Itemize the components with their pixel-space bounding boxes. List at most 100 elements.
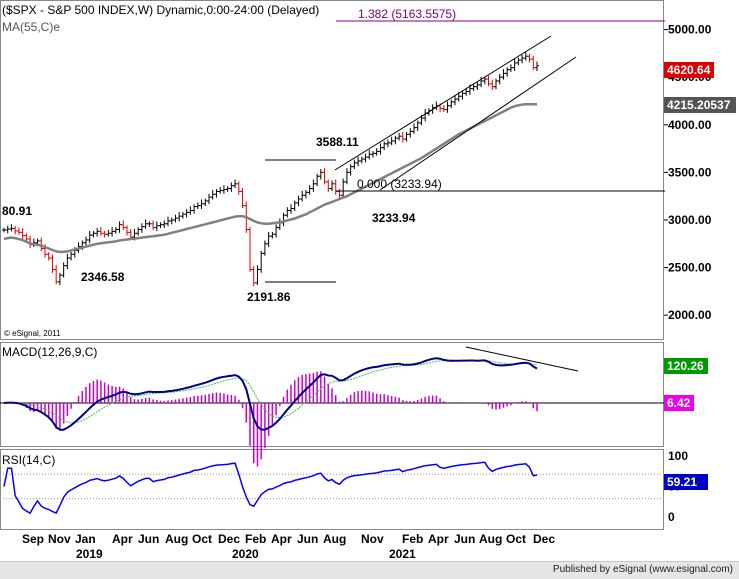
price-bar — [348, 164, 353, 176]
price-bar — [24, 233, 29, 242]
price-bar — [180, 211, 185, 219]
price-bar — [523, 51, 528, 61]
price-bar — [512, 58, 517, 72]
macd-hist-label: 6.42 — [667, 396, 691, 410]
price-bar — [330, 180, 334, 191]
annotation-2346: 2346.58 — [81, 270, 125, 284]
annotation-3233: 3233.94 — [372, 211, 416, 225]
price-bar — [535, 61, 539, 72]
price-bar — [233, 179, 238, 189]
price-bar — [315, 173, 320, 187]
x-tick-label: Sep — [22, 532, 44, 546]
price-bar — [106, 229, 111, 237]
ma-upper-projection — [465, 346, 579, 372]
moving-average-series — [3, 103, 537, 254]
chart-canvas: 2000.002500.003000.003500.004000.004500.… — [0, 0, 736, 561]
price-bar — [262, 240, 267, 256]
ma-value-label: 4215.20537 — [667, 98, 731, 112]
price-bar — [151, 220, 156, 230]
price-bar — [50, 254, 55, 273]
price-series — [2, 51, 539, 287]
price-bar — [166, 216, 170, 227]
price-bar — [117, 221, 122, 233]
x-tick-label: Apr — [271, 532, 292, 546]
macd-value-label: 120.26 — [667, 359, 704, 373]
rsi-title: RSI(14,C) — [2, 453, 55, 467]
price-bar — [177, 211, 182, 222]
price-bar — [516, 57, 521, 66]
axes: 2000.002500.003000.003500.004000.004500.… — [664, 23, 712, 524]
y-tick-label: 2000.00 — [668, 308, 712, 322]
price-bar — [84, 236, 88, 246]
annotation-3588: 3588.11 — [316, 135, 359, 149]
price-bar — [494, 78, 498, 90]
price-bar — [125, 225, 129, 236]
price-bar — [471, 84, 476, 91]
price-bar — [311, 179, 316, 192]
price-bar — [352, 159, 357, 170]
price-bar — [449, 99, 454, 109]
x-tick-label: Aug — [323, 532, 346, 546]
price-bar — [169, 217, 174, 225]
price-bar — [207, 193, 211, 205]
price-bar — [143, 219, 148, 230]
price-bar — [270, 231, 275, 239]
x-axis-years: 2019 2020 2021 — [76, 547, 416, 561]
price-bar — [508, 64, 513, 72]
price-bar — [527, 53, 532, 63]
x-tick-label: Apr — [112, 532, 133, 546]
price-bar — [87, 230, 92, 244]
ma-label: MA(55,C)e — [2, 20, 60, 34]
channel-lower-line — [379, 56, 577, 191]
price-bar — [505, 67, 510, 77]
price-bar — [195, 202, 200, 210]
x-tick-label: Feb — [245, 532, 266, 546]
price-bar — [397, 132, 402, 141]
year-label: 2020 — [232, 547, 259, 561]
footer-bar: Published by eSignal (www.esignal.com) — [0, 561, 739, 579]
price-bar — [408, 128, 413, 138]
price-bar — [341, 178, 346, 199]
price-bar — [13, 226, 18, 235]
price-bar — [46, 251, 51, 261]
price-bar — [154, 221, 159, 231]
price-bar — [54, 265, 59, 285]
price-bar — [39, 237, 44, 251]
rsi-value-tag — [664, 474, 708, 490]
y-tick-label: 5000.00 — [668, 23, 712, 37]
price-bar — [374, 148, 379, 156]
y-tick-label: 3000.00 — [668, 213, 712, 227]
price-bar — [251, 266, 256, 287]
x-axis-months: Sep Nov Jan Apr Jun Aug Oct Dec Feb Apr … — [22, 532, 555, 546]
last-price-tag — [664, 62, 714, 78]
macd-line — [3, 357, 538, 431]
price-bar — [218, 187, 223, 194]
y-tick-label: 4000.00 — [668, 118, 712, 132]
price-bar — [95, 228, 100, 237]
footer-text: Published by eSignal (www.esignal.com) — [552, 564, 733, 575]
x-tick-label: Oct — [506, 532, 526, 546]
x-tick-label: Feb — [402, 532, 423, 546]
macd-series — [0, 357, 664, 467]
price-bar — [147, 221, 152, 228]
ma-line — [3, 103, 537, 254]
price-bar — [382, 141, 387, 151]
price-bar — [188, 206, 193, 215]
price-bar — [501, 69, 506, 80]
rsi-series — [0, 461, 664, 515]
price-bar — [9, 224, 14, 232]
y-tick-label: 3500.00 — [668, 165, 712, 179]
price-bar — [199, 199, 204, 210]
x-tick-label: Jun — [138, 532, 159, 546]
price-bar — [300, 190, 305, 202]
price-bar — [441, 105, 446, 112]
rsi-tick-label: 100 — [668, 449, 688, 463]
price-bar — [69, 251, 74, 261]
price-bar — [385, 139, 390, 148]
price-bar — [274, 224, 279, 238]
price-bar — [236, 181, 241, 195]
chart-title: ($SPX - S&P 500 INDEX,W) Dynamic,0:00-24… — [2, 3, 319, 17]
price-bar — [296, 195, 301, 207]
price-bar — [303, 189, 308, 199]
price-bar — [61, 262, 66, 278]
